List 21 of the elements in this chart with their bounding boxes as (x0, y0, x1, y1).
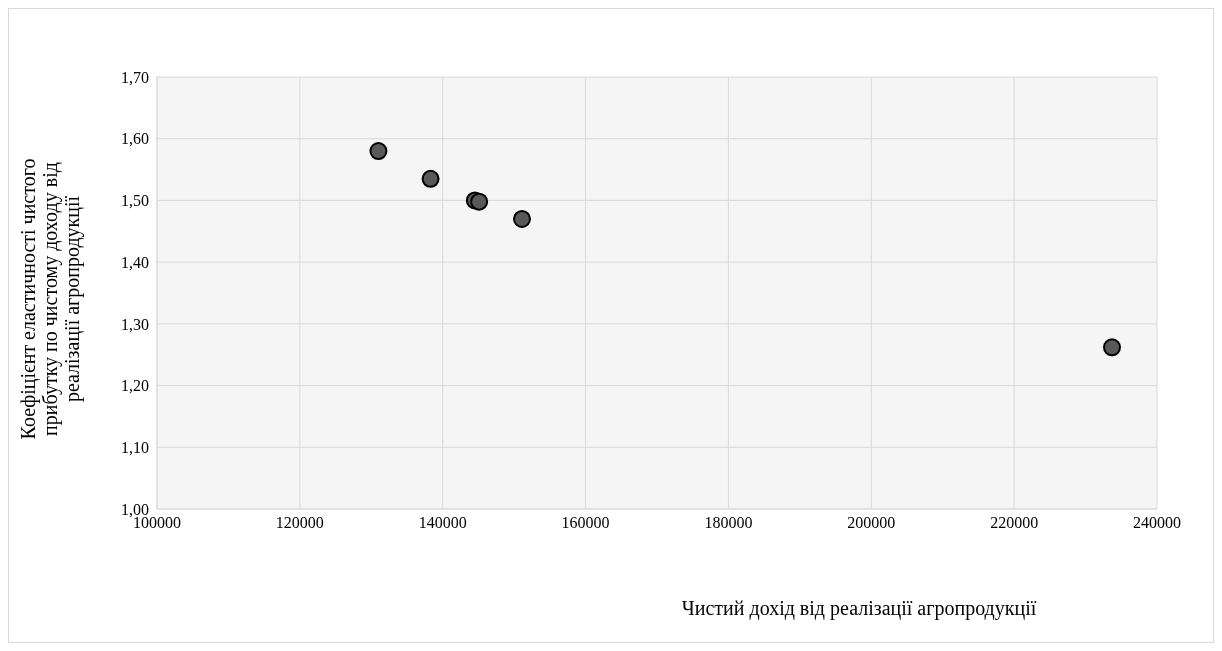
y-tick-label: 1,20 (121, 377, 149, 395)
y-tick-label: 1,30 (121, 315, 149, 333)
x-tick-label: 240000 (1133, 514, 1181, 532)
y-tick-label: 1,70 (121, 68, 149, 86)
x-tick-label: 160000 (561, 514, 610, 532)
y-tick-label: 1,10 (121, 438, 149, 456)
x-axis-title: Чистий дохід від реалізації агропродукції (681, 597, 1037, 620)
point (421, 169, 440, 188)
x-tick-label: 200000 (847, 514, 896, 532)
x-tick-label: 180000 (704, 514, 753, 532)
y-axis-title: Коефіцієнт еластичності чистого прибутку по чистому доходу від реалізації агропродукції (17, 158, 84, 440)
y-tick-label: 1,50 (121, 192, 149, 210)
point (369, 142, 388, 161)
x-tick-label: 140000 (418, 514, 467, 532)
y-tick-label: 1,60 (121, 130, 149, 148)
x-tick-label: 220000 (990, 514, 1039, 532)
point (1103, 338, 1121, 357)
point (513, 209, 531, 228)
x-tick-label: 120000 (275, 514, 324, 532)
y-tick-label: 1,40 (121, 253, 149, 271)
point (470, 192, 489, 211)
